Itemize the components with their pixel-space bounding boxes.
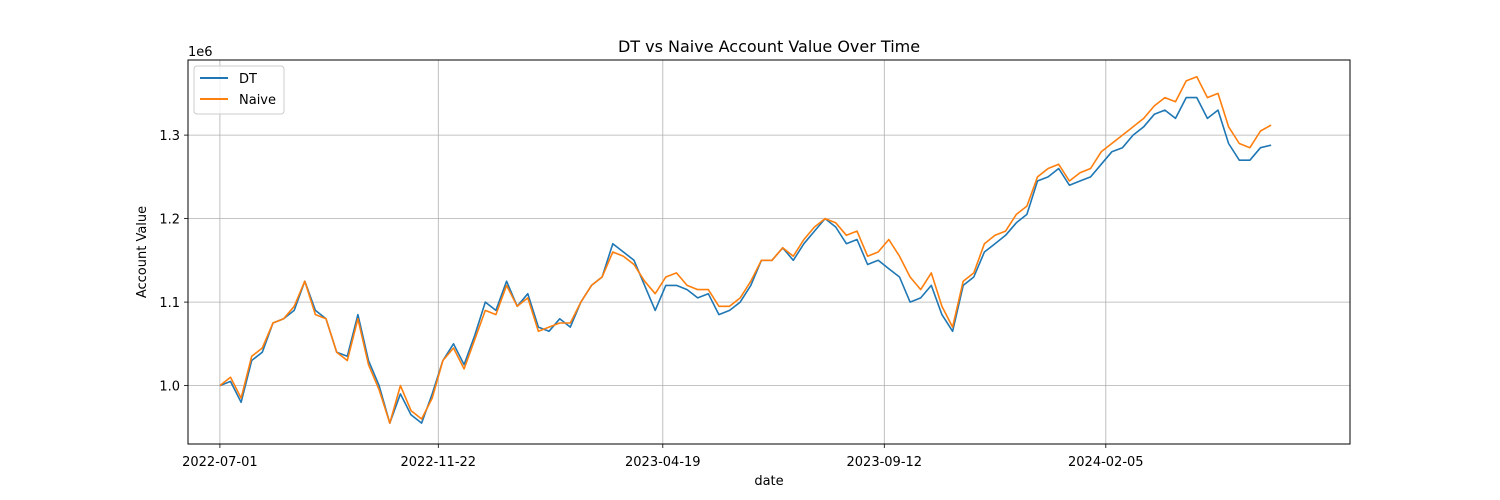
x-tick-label: 2023-04-19 [625,455,701,470]
chart-title: DT vs Naive Account Value Over Time [618,37,920,56]
legend-label-dt: DT [239,72,257,87]
y-axis: 1.0 1.1 1.2 1.3 [159,129,188,395]
y-tick-label: 1.2 [159,213,180,228]
x-tick-label: 2022-07-01 [182,455,258,470]
x-tick-label: 2022-11-22 [401,455,477,470]
series-line-naive [219,75,1272,424]
grid [188,60,1350,444]
x-tick-label: 2024-02-05 [1068,455,1144,470]
y-tick-label: 1.0 [159,380,180,395]
y-offset-label: 1e6 [188,45,213,60]
legend-label-naive: Naive [239,93,276,108]
y-tick-label: 1.1 [159,296,180,311]
plot-frame [187,59,1351,445]
y-axis-label: Account Value [135,206,150,298]
y-tick-label: 1.3 [159,129,180,144]
legend: DT Naive [193,65,285,115]
x-axis-label: date [754,474,783,489]
x-tick-label: 2023-09-12 [847,455,923,470]
series-line-dt [219,96,1272,424]
series-group [219,75,1272,424]
x-axis: 2022-07-01 2022-11-22 2023-04-19 2023-09-12… [182,444,1144,470]
